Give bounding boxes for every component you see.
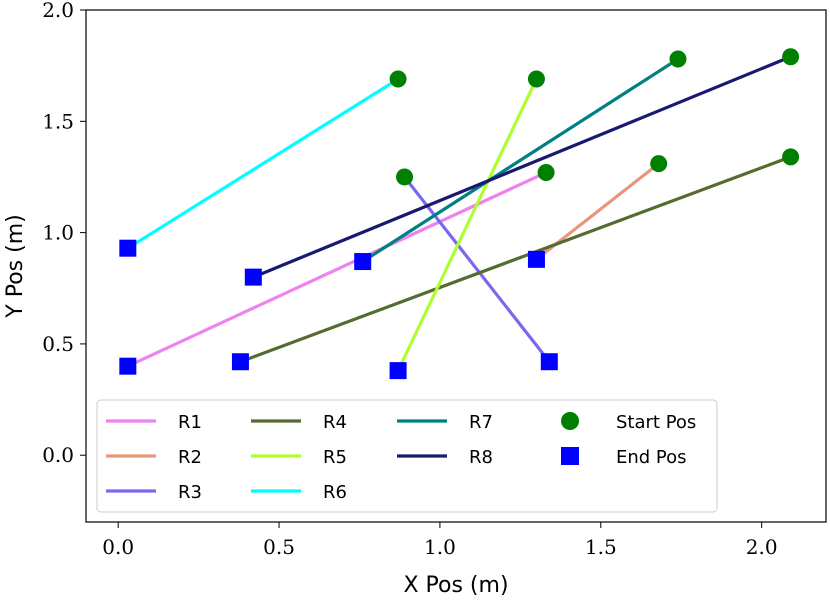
series-line-r4 bbox=[238, 155, 793, 364]
end-marker-r1 bbox=[119, 357, 137, 375]
legend-label-end: End Pos bbox=[616, 447, 687, 468]
end-marker-r7 bbox=[354, 253, 372, 271]
start-marker-r4 bbox=[782, 148, 800, 166]
legend-label-r3: R3 bbox=[178, 482, 202, 503]
series-line-r1 bbox=[126, 170, 548, 368]
series-line-r3 bbox=[402, 175, 551, 364]
start-marker-r3 bbox=[396, 168, 414, 186]
legend-swatch-start bbox=[561, 412, 579, 430]
legend-label-r8: R8 bbox=[469, 447, 493, 468]
start-marker-r7 bbox=[669, 50, 687, 68]
end-marker-r8 bbox=[244, 268, 262, 286]
y-tick-label: 0.0 bbox=[42, 443, 74, 467]
end-marker-r4 bbox=[231, 353, 249, 371]
legend-label-r5: R5 bbox=[323, 447, 347, 468]
x-tick-label: 1.5 bbox=[585, 535, 617, 559]
series-line-r8 bbox=[251, 55, 793, 279]
series-line-r6 bbox=[126, 77, 400, 250]
y-tick-label: 1.0 bbox=[42, 221, 74, 245]
series-line-r5 bbox=[396, 77, 539, 373]
start-marker-r5 bbox=[527, 70, 545, 88]
plot-frame bbox=[85, 9, 827, 523]
legend-label-start: Start Pos bbox=[616, 412, 696, 433]
series-line-r7 bbox=[361, 57, 680, 264]
x-tick-label: 0.0 bbox=[102, 535, 134, 559]
y-axis-label: Y Pos (m) bbox=[3, 214, 28, 318]
x-tick-label: 1.0 bbox=[424, 535, 456, 559]
legend: R1 R2 R3 R4 R5 R6 R7 R8 Start Pos End Pos bbox=[96, 399, 718, 513]
y-tick-label: 1.5 bbox=[42, 109, 74, 133]
start-marker-r2 bbox=[650, 155, 668, 173]
legend-label-r1: R1 bbox=[178, 412, 202, 433]
x-axis-label: X Pos (m) bbox=[403, 573, 508, 598]
x-tick-label: 0.5 bbox=[263, 535, 295, 559]
end-marker-r3 bbox=[540, 353, 558, 371]
x-tick-label: 2.0 bbox=[746, 535, 778, 559]
end-marker-r5 bbox=[389, 362, 407, 380]
legend-swatch-end bbox=[561, 447, 579, 465]
legend-label-r6: R6 bbox=[323, 482, 347, 503]
plot-marks bbox=[119, 48, 800, 380]
legend-label-r4: R4 bbox=[323, 412, 347, 433]
start-marker-r1 bbox=[537, 164, 555, 182]
start-marker-r6 bbox=[389, 70, 407, 88]
axis-ticks: 0.0 0.5 1.0 1.5 2.0 0.0 0.5 1.0 1.5 2.0 bbox=[42, 0, 777, 559]
legend-label-r2: R2 bbox=[178, 447, 202, 468]
legend-label-r7: R7 bbox=[469, 412, 493, 433]
y-tick-label: 0.5 bbox=[42, 332, 74, 356]
end-marker-r6 bbox=[119, 239, 137, 257]
end-marker-r2 bbox=[527, 250, 545, 268]
y-tick-label: 2.0 bbox=[42, 0, 74, 22]
start-marker-r8 bbox=[782, 48, 800, 66]
